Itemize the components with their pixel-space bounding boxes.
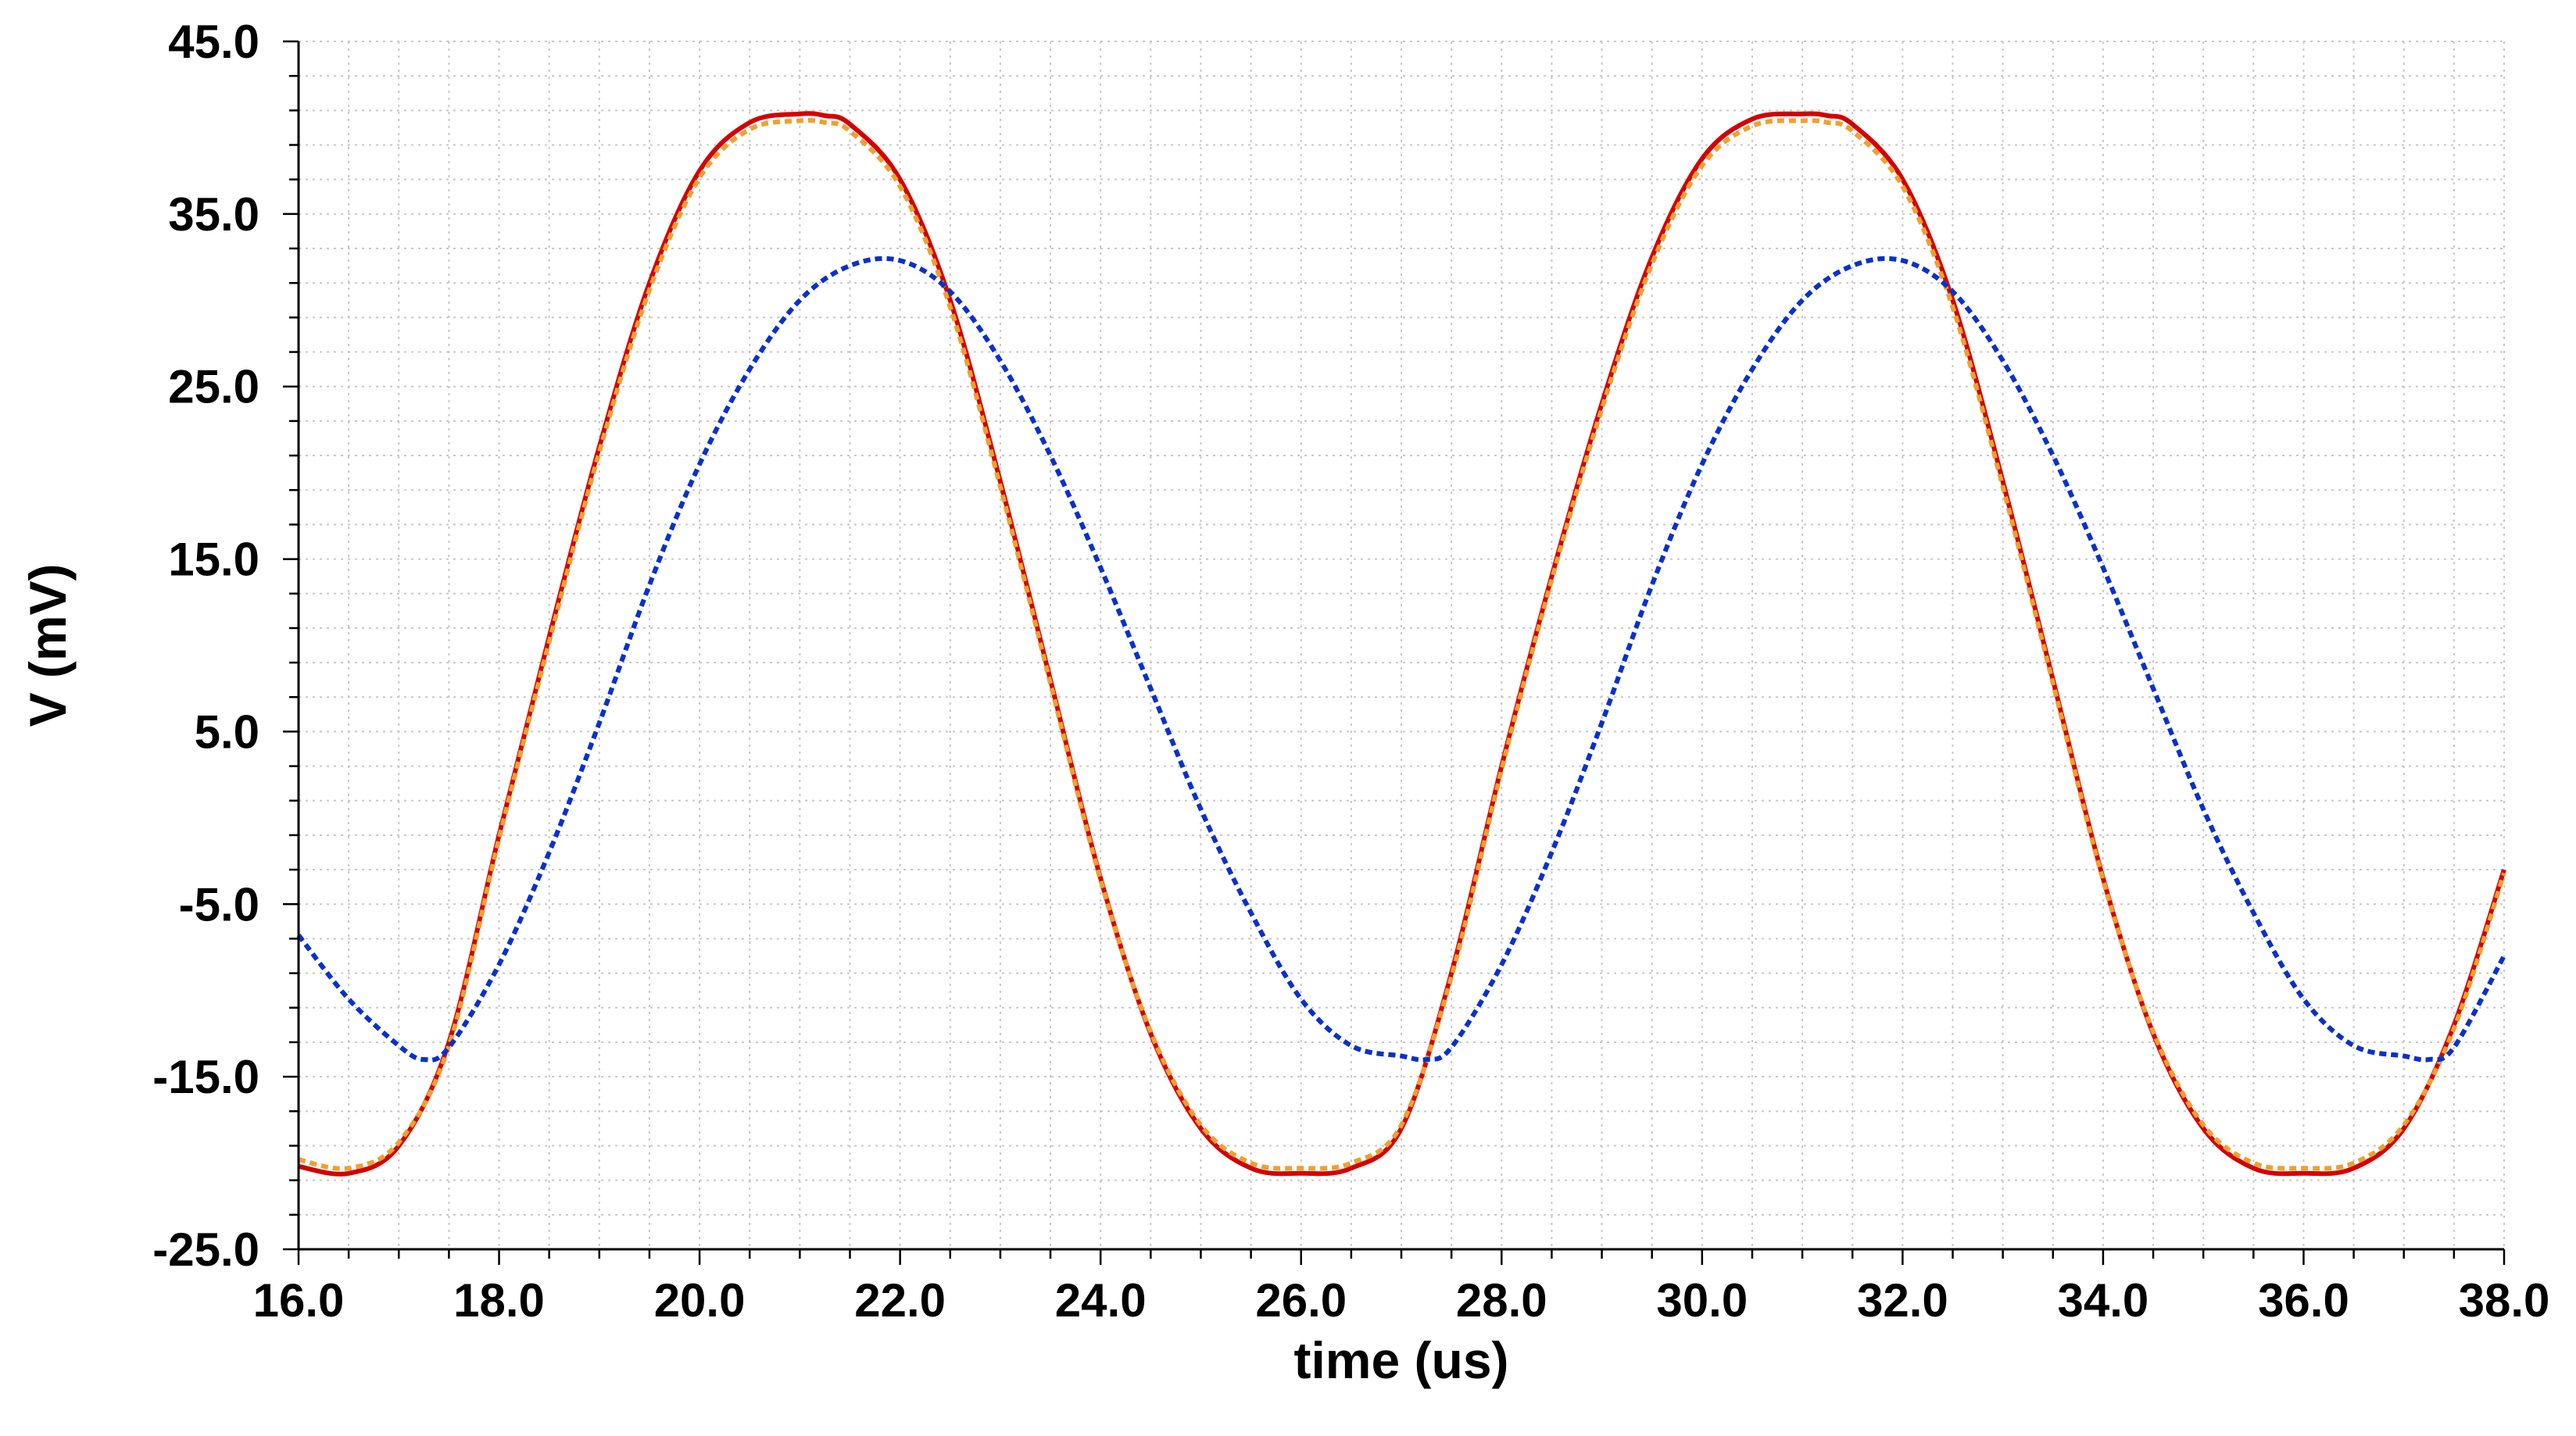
y-tick-label: 45.0 [168,16,259,68]
x-tick-label: 34.0 [2058,1274,2149,1327]
y-tick-label: 5.0 [195,705,259,758]
grid-lines [298,41,2505,1250]
x-tick-label: 32.0 [1857,1274,1948,1327]
series-layer [296,111,2506,1177]
y-tick-label: 35.0 [168,188,259,241]
x-axis-title: time (us) [1293,1331,1508,1389]
series-line-4 [296,255,2506,1063]
x-tick-label: 30.0 [1656,1274,1748,1327]
x-tick-label: 26.0 [1255,1274,1347,1327]
y-tick-label: -15.0 [152,1051,259,1103]
series-line-1 [298,111,2506,1177]
y-tick-label: 25.0 [168,361,259,413]
y-tick-label: 15.0 [168,534,259,586]
x-tick-label: 22.0 [854,1274,946,1327]
series-line-2 [298,118,2506,1171]
y-axis-title: V (mV) [19,563,77,727]
x-tick-label: 28.0 [1456,1274,1547,1327]
x-tick-label: 24.0 [1055,1274,1147,1327]
x-tick-label: 38.0 [2459,1274,2550,1327]
x-tick-label: 16.0 [253,1274,345,1327]
y-tick-label: -25.0 [152,1223,259,1276]
minor-ticks [283,40,2506,1265]
x-tick-label: 18.0 [453,1274,545,1327]
x-tick-label: 36.0 [2258,1274,2349,1327]
y-tick-labels: -25.0 -15.0 -5.0 5.0 15.0 25.0 35.0 45.0 [152,16,259,1276]
x-tick-labels: 16.0 18.0 20.0 22.0 24.0 26.0 28.0 30.0 32.0 34.0… [253,1274,2550,1327]
x-tick-label: 20.0 [654,1274,746,1327]
y-tick-label: -5.0 [179,878,259,931]
